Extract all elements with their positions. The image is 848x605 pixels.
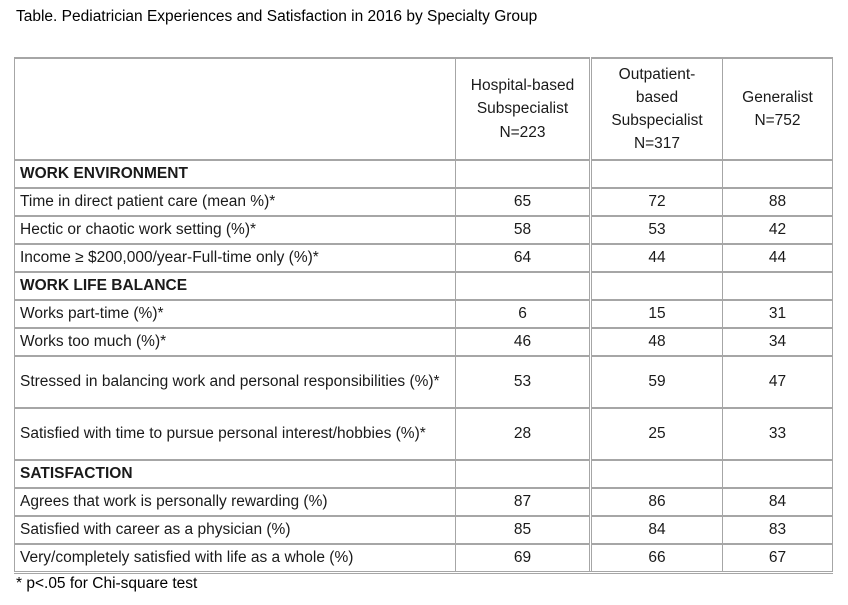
row-label: Agrees that work is personally rewarding…	[14, 488, 456, 517]
value-cell	[589, 272, 723, 301]
value-cell: 25	[589, 408, 723, 461]
value-cell	[455, 272, 591, 301]
value-cell: 15	[589, 300, 723, 329]
row-label: Income ≥ $200,000/year-Full-time only (%…	[14, 244, 456, 273]
value-cell: 42	[722, 216, 833, 245]
table-row: Works too much (%)* 46 48 34	[14, 328, 833, 357]
row-label: Satisfied with career as a physician (%)	[14, 516, 456, 545]
table-row: Stressed in balancing work and personal …	[14, 356, 833, 409]
value-cell: 67	[722, 544, 833, 574]
value-cell: 69	[455, 544, 591, 574]
pediatrician-experiences-table: Hospital-based Subspecialist N=223 Outpa…	[14, 57, 833, 574]
table-row: Works part-time (%)* 6 15 31	[14, 300, 833, 329]
section-row-work-life-balance: WORK LIFE BALANCE	[14, 272, 833, 301]
table-row: Agrees that work is personally rewarding…	[14, 488, 833, 517]
value-cell	[589, 460, 723, 489]
value-cell: 58	[455, 216, 591, 245]
header-row: Hospital-based Subspecialist N=223 Outpa…	[14, 57, 833, 161]
row-label: Works too much (%)*	[14, 328, 456, 357]
row-label: Hectic or chaotic work setting (%)*	[14, 216, 456, 245]
table-row: Hectic or chaotic work setting (%)* 58 5…	[14, 216, 833, 245]
value-cell: 33	[722, 408, 833, 461]
table-title: Table. Pediatrician Experiences and Sati…	[16, 8, 538, 25]
value-cell	[722, 160, 833, 189]
value-cell	[722, 460, 833, 489]
row-label: Works part-time (%)*	[14, 300, 456, 329]
value-cell	[589, 160, 723, 189]
value-cell: 31	[722, 300, 833, 329]
value-cell: 66	[589, 544, 723, 574]
value-cell: 83	[722, 516, 833, 545]
table-row: Very/completely satisfied with life as a…	[14, 544, 833, 574]
value-cell	[455, 460, 591, 489]
value-cell: 84	[722, 488, 833, 517]
value-cell: 86	[589, 488, 723, 517]
value-cell: 34	[722, 328, 833, 357]
value-cell: 64	[455, 244, 591, 273]
section-row-satisfaction: SATISFACTION	[14, 460, 833, 489]
row-label: Satisfied with time to pursue personal i…	[14, 408, 456, 461]
column-header-outpatient-based-subspecialist: Outpatient- based Subspecialist N=317	[589, 57, 723, 161]
value-cell: 28	[455, 408, 591, 461]
section-label: WORK ENVIRONMENT	[14, 160, 456, 189]
value-cell: 46	[455, 328, 591, 357]
value-cell: 88	[722, 188, 833, 217]
table-row: Time in direct patient care (mean %)* 65…	[14, 188, 833, 217]
section-label: WORK LIFE BALANCE	[14, 272, 456, 301]
footnote: * p<.05 for Chi-square test	[16, 575, 198, 592]
column-header-generalist: Generalist N=752	[722, 57, 833, 161]
value-cell: 59	[589, 356, 723, 409]
value-cell: 85	[455, 516, 591, 545]
section-row-work-environment: WORK ENVIRONMENT	[14, 160, 833, 189]
value-cell: 44	[722, 244, 833, 273]
column-header-empty	[14, 57, 456, 161]
row-label: Very/completely satisfied with life as a…	[14, 544, 456, 574]
table-row: Satisfied with time to pursue personal i…	[14, 408, 833, 461]
table-row: Satisfied with career as a physician (%)…	[14, 516, 833, 545]
value-cell: 87	[455, 488, 591, 517]
value-cell: 65	[455, 188, 591, 217]
row-label: Stressed in balancing work and personal …	[14, 356, 456, 409]
value-cell	[455, 160, 591, 189]
value-cell: 84	[589, 516, 723, 545]
value-cell: 44	[589, 244, 723, 273]
value-cell: 6	[455, 300, 591, 329]
value-cell: 47	[722, 356, 833, 409]
table-row: Income ≥ $200,000/year-Full-time only (%…	[14, 244, 833, 273]
value-cell: 53	[589, 216, 723, 245]
section-label: SATISFACTION	[14, 460, 456, 489]
value-cell: 48	[589, 328, 723, 357]
value-cell: 53	[455, 356, 591, 409]
value-cell: 72	[589, 188, 723, 217]
column-header-hospital-based-subspecialist: Hospital-based Subspecialist N=223	[455, 57, 591, 161]
row-label: Time in direct patient care (mean %)*	[14, 188, 456, 217]
value-cell	[722, 272, 833, 301]
